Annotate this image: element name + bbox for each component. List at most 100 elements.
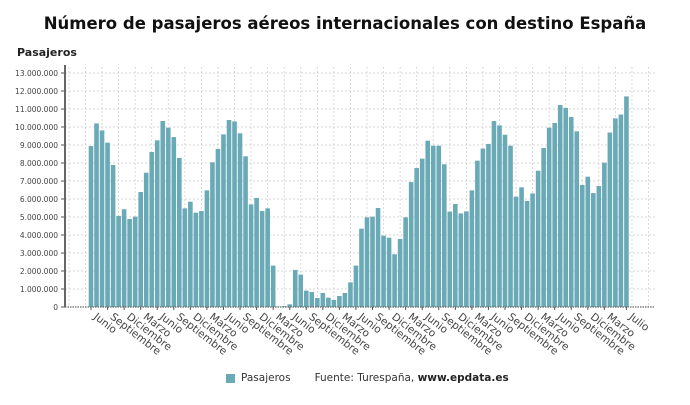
bar: [618, 114, 624, 307]
bar: [475, 160, 480, 307]
bar: [602, 162, 607, 307]
legend-label: Pasajeros: [241, 372, 291, 384]
bar: [287, 304, 293, 307]
bar: [215, 148, 221, 307]
bar: [243, 156, 248, 307]
bar: [221, 134, 226, 307]
y-tick-label: 4.000.000: [20, 231, 58, 240]
bar: [524, 200, 530, 307]
y-tick-label: 8.000.000: [20, 159, 58, 168]
legend: Pasajeros Fuente: Turespaña, www.epdata.…: [226, 372, 509, 384]
bar: [574, 131, 580, 307]
bar: [315, 298, 320, 307]
bar: [392, 254, 397, 307]
y-tick-label: 11.000.000: [15, 105, 58, 114]
bar: [535, 170, 541, 307]
bar: [414, 168, 419, 307]
legend-swatch: [226, 373, 235, 383]
bar: [453, 204, 458, 307]
bar: [94, 123, 99, 308]
bar: [563, 107, 569, 307]
bar: [530, 193, 535, 307]
bar: [546, 127, 552, 307]
bar: [182, 208, 188, 307]
bar: [436, 145, 442, 307]
bar: [591, 193, 596, 307]
bar: [259, 211, 265, 307]
bar: [326, 297, 331, 307]
bar: [210, 162, 215, 307]
bar: [464, 211, 469, 307]
y-tick-label: 9.000.000: [20, 141, 58, 150]
bar: [497, 125, 502, 307]
bar: [342, 292, 348, 307]
y-tick-label: 10.000.000: [15, 123, 58, 132]
y-tick-label: 2.000.000: [20, 267, 58, 276]
bar: [403, 217, 408, 307]
bar: [171, 137, 177, 307]
bar: [292, 269, 298, 307]
bar: [281, 306, 287, 307]
bar: [143, 172, 149, 307]
y-tick-label: 5.000.000: [20, 213, 58, 222]
bar: [254, 197, 259, 307]
bar: [375, 208, 381, 307]
bar: [265, 208, 270, 307]
bar: [596, 186, 602, 307]
y-tick-label: 7.000.000: [20, 177, 58, 186]
bar: [193, 212, 199, 307]
bar: [502, 134, 508, 307]
bar: [303, 290, 309, 307]
bar: [579, 184, 585, 307]
bar: [585, 176, 591, 307]
bar: [408, 182, 414, 307]
bar: [480, 148, 486, 307]
bar: [613, 118, 618, 307]
bar: [237, 133, 243, 307]
bar: [441, 164, 447, 307]
bar: [430, 145, 436, 307]
y-axis-label: Pasajeros: [17, 46, 77, 59]
bar: [458, 213, 464, 307]
bar: [486, 143, 491, 307]
bar: [165, 127, 171, 307]
bar: [331, 299, 337, 307]
bar: [541, 148, 546, 307]
y-tick-label: 0: [53, 303, 58, 312]
bar: [88, 146, 94, 307]
bar: [508, 145, 513, 307]
bar: [121, 209, 127, 307]
bar: [188, 201, 193, 307]
y-tick-label: 13.000.000: [15, 69, 58, 78]
bar: [552, 123, 557, 307]
bar: [105, 142, 110, 307]
bar: [248, 204, 254, 307]
bar: [199, 211, 204, 307]
bar: [568, 116, 574, 307]
bar: [370, 216, 375, 307]
bar: [386, 237, 392, 307]
y-tick-label: 3.000.000: [20, 249, 58, 258]
bar: [519, 187, 524, 307]
bar: [381, 235, 386, 307]
bar: [160, 121, 166, 307]
source-prefix: Fuente: Turespaña,: [314, 372, 418, 384]
bar: [397, 238, 403, 307]
chart-title: Número de pasajeros aéreos internacional…: [43, 14, 647, 33]
bar: [348, 282, 353, 307]
bar: [607, 132, 613, 307]
bar: [270, 265, 276, 307]
bar: [513, 196, 519, 307]
bar: [337, 296, 342, 307]
y-tick-label: 1.000.000: [20, 285, 58, 294]
bar: [359, 228, 364, 307]
bar: [491, 121, 497, 307]
bar: [99, 130, 105, 307]
bar: [469, 190, 475, 307]
source-note: Fuente: Turespaña, www.epdata.es: [315, 372, 509, 384]
bar: [624, 96, 629, 308]
bar: [419, 158, 425, 307]
bar: [177, 157, 182, 307]
source-link[interactable]: www.epdata.es: [417, 372, 509, 384]
bar: [226, 119, 232, 307]
